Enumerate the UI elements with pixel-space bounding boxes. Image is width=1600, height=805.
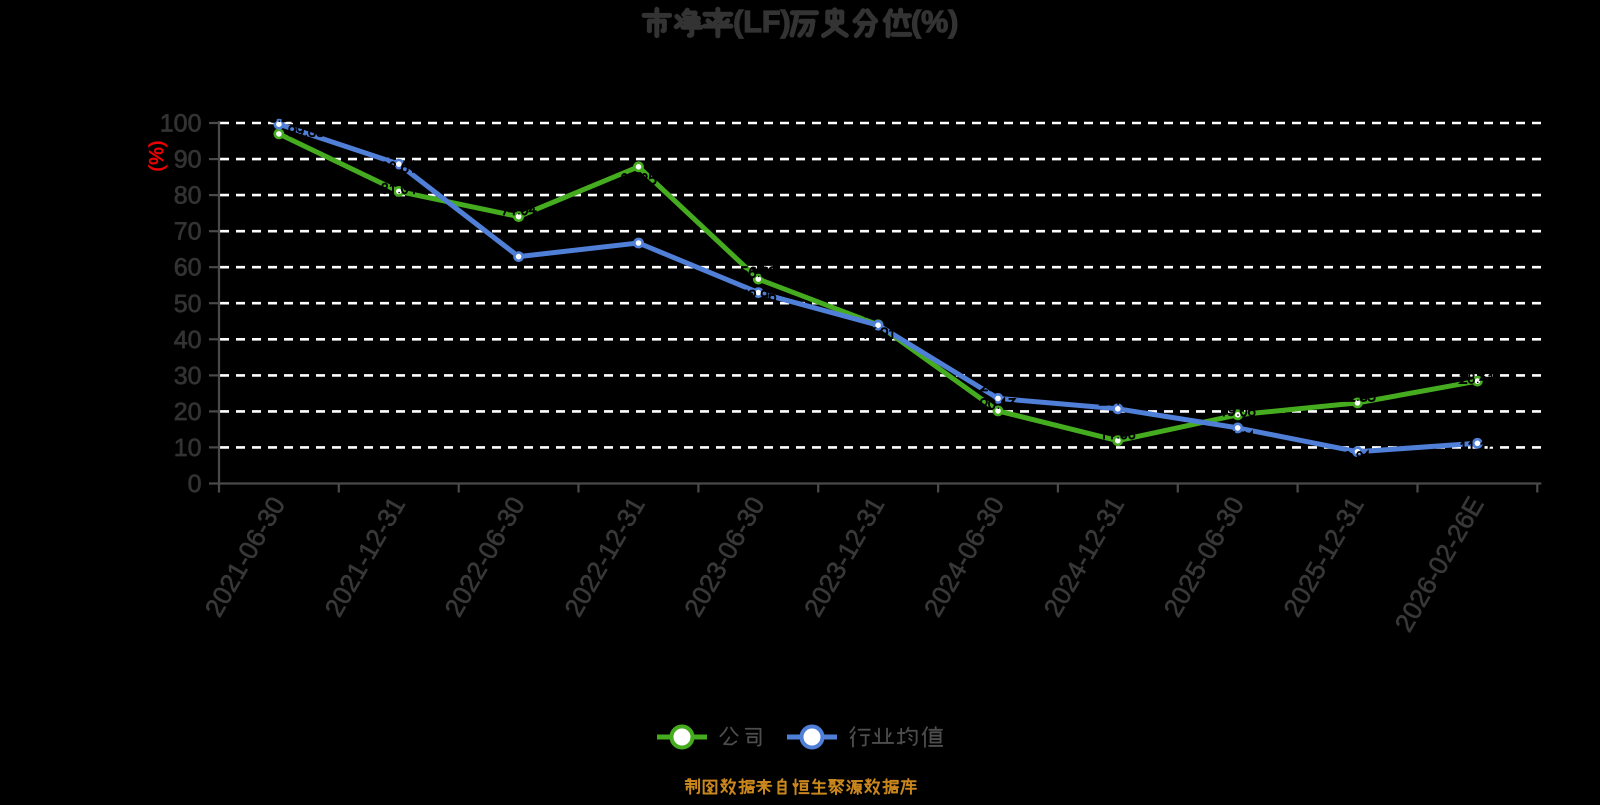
svg-text:80: 80: [174, 182, 202, 210]
svg-text:30: 30: [174, 362, 202, 390]
svg-text:(%): (%): [911, 5, 958, 39]
svg-text:(%): (%): [146, 140, 168, 171]
svg-text:(LF): (LF): [733, 5, 791, 39]
svg-text:50: 50: [174, 290, 202, 318]
svg-text:60: 60: [174, 254, 202, 282]
svg-text:70: 70: [174, 218, 202, 246]
svg-text:20: 20: [174, 398, 202, 426]
svg-text:0: 0: [188, 470, 202, 498]
svg-text:10: 10: [174, 434, 202, 462]
svg-text:90: 90: [174, 146, 202, 174]
svg-text:100: 100: [160, 110, 202, 138]
svg-text:40: 40: [174, 326, 202, 354]
